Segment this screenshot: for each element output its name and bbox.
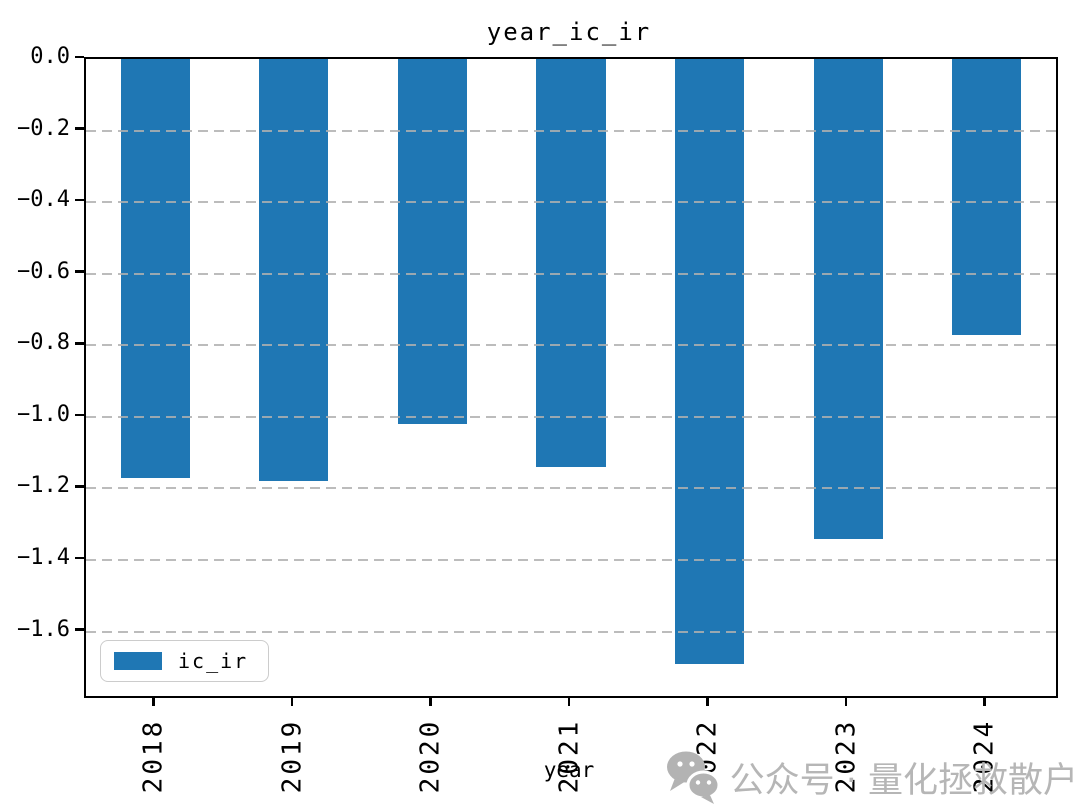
x-tick-label-wrapper: 2022 — [648, 706, 768, 806]
x-tick-label: 2020 — [415, 718, 446, 794]
x-tick-label: 2024 — [969, 718, 1000, 794]
gridline--1.2 — [86, 487, 1056, 490]
y-tick-mark — [75, 270, 84, 273]
y-tick-mark — [75, 127, 84, 130]
y-tick-label: −1.0 — [17, 401, 70, 427]
y-tick-label: −1.4 — [17, 545, 70, 570]
x-tick-label: 2022 — [692, 718, 723, 794]
x-tick-label: 2018 — [138, 718, 169, 794]
x-tick-label-wrapper: 2024 — [925, 706, 1045, 806]
gridline--0.4 — [86, 201, 1056, 204]
x-tick-label-wrapper: 2019 — [232, 706, 352, 806]
x-tick-label-wrapper: 2023 — [786, 706, 906, 806]
x-tick-mark — [844, 696, 848, 706]
legend-label: ic_ir — [178, 649, 249, 673]
legend: ic_ir — [100, 640, 270, 682]
x-tick-mark — [429, 696, 432, 706]
bar-2022 — [674, 59, 745, 664]
bar-2019 — [259, 59, 329, 482]
x-tick-mark — [706, 696, 709, 706]
legend-swatch — [114, 652, 162, 670]
y-tick-mark — [75, 628, 84, 631]
x-tick-mark — [983, 696, 986, 706]
gridline--1 — [86, 415, 1056, 418]
bars-layer — [86, 59, 1056, 696]
x-tick-label-wrapper: 2018 — [93, 706, 213, 806]
gridline--1.6 — [86, 630, 1056, 633]
x-tick-label: 2023 — [831, 718, 862, 794]
gridline--1.4 — [86, 559, 1056, 561]
y-tick-label: −0.6 — [17, 258, 70, 284]
chart-title: year_ic_ir — [486, 18, 652, 46]
y-tick-label: −0.2 — [17, 115, 70, 141]
x-tick-mark — [567, 696, 571, 706]
x-tick-mark — [152, 696, 155, 706]
y-tick-label: −1.6 — [17, 616, 70, 642]
bar-2018 — [120, 59, 190, 478]
x-axis-label: year — [543, 758, 595, 782]
x-tick-label-wrapper: 2021 — [509, 706, 629, 806]
x-tick-label: 2019 — [276, 718, 307, 794]
bar-2023 — [813, 59, 883, 539]
y-tick-label: 0.0 — [30, 44, 70, 69]
gridline--0.8 — [86, 344, 1056, 347]
y-tick-mark — [75, 55, 84, 59]
y-tick-mark — [75, 198, 84, 202]
y-tick-mark — [75, 342, 84, 345]
y-tick-label: −0.8 — [17, 330, 70, 356]
bar-2024 — [952, 59, 1022, 335]
x-tick-label: 2021 — [554, 718, 584, 794]
plot-area: ic_ir — [84, 57, 1058, 698]
y-tick-label: −1.2 — [17, 473, 70, 499]
bar-2020 — [397, 59, 468, 425]
y-tick-mark — [75, 556, 84, 560]
bar-2021 — [536, 59, 606, 467]
x-tick-label-wrapper: 2020 — [370, 706, 490, 806]
y-tick-label: −0.4 — [17, 187, 70, 213]
gridline--0.6 — [86, 272, 1056, 275]
x-tick-mark — [290, 696, 294, 706]
y-tick-mark — [75, 413, 84, 417]
gridline--0.2 — [86, 129, 1056, 132]
grid-layer — [86, 59, 1056, 696]
y-tick-mark — [75, 485, 84, 488]
